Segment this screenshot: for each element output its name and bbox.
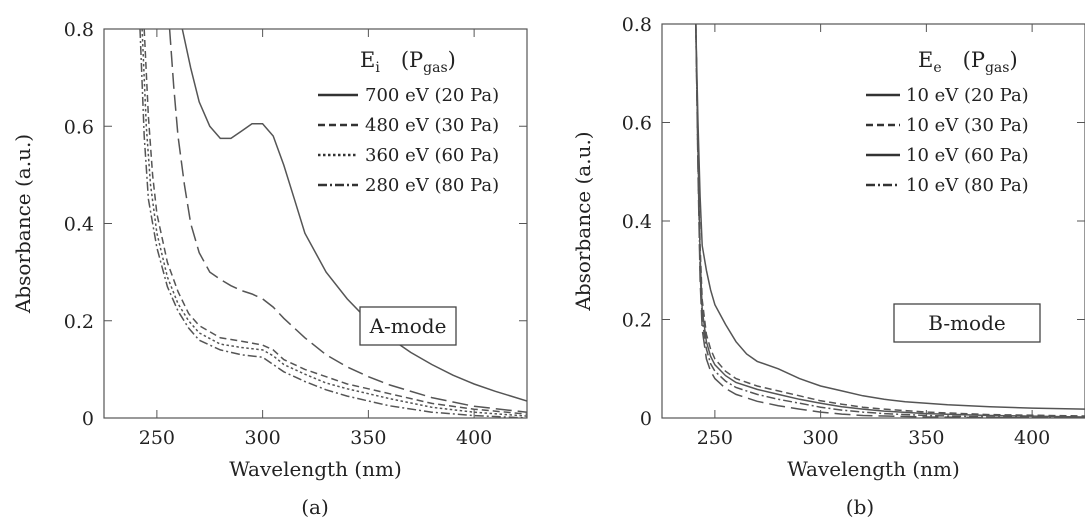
series-line-2 [696,24,1085,416]
y-tick-label: 0.6 [622,113,652,135]
y-axis-label: Absorbance (a.u.) [11,134,35,314]
legend-label: 10 eV (20 Pa) [906,85,1029,106]
legend-label: 10 eV (60 Pa) [906,145,1029,166]
legend-title-part: gas [985,60,1010,76]
legend-label: 10 eV (30 Pa) [906,115,1029,136]
legend-title-part: ) [1009,48,1017,72]
x-axis-label: Wavelength (nm) [787,457,960,481]
x-tick-label: 400 [456,427,492,449]
legend-label: 10 eV (80 Pa) [906,175,1029,196]
y-tick-label: 0.8 [64,19,94,41]
legend-title-part: (P [401,48,423,72]
legend-label: 480 eV (30 Pa) [365,115,499,136]
legend-title-part [942,53,963,77]
panel-a: 0 0.2 0.4 0.6 0.8 250 300 350 400 Wavelength (nm)… [11,19,527,519]
y-tick-label: 0 [640,408,652,430]
legend-label: 360 eV (60 Pa) [365,145,499,166]
x-tick-label: 300 [244,427,280,449]
legend-title-part: E [918,48,933,72]
legend-title: Ei (Pgas) [360,48,456,77]
y-tick-label: 0 [82,408,94,430]
x-tick-label: 350 [350,427,386,449]
series-group [696,24,1085,418]
y-tick-label: 0.2 [622,310,652,332]
panel-caption: (b) [846,495,874,519]
y-axis-label: Absorbance (a.u.) [571,131,595,311]
mode-label: B-mode [928,311,1005,335]
legend-title: Ee (Pgas) [918,48,1018,77]
panel-b: 0 0.2 0.4 0.6 0.8 250 300 350 400 Wavelength (nm)… [571,14,1085,519]
legend-title-part [380,53,401,77]
legend-title-part: e [933,60,941,76]
legend-label: 700 eV (20 Pa) [365,85,499,106]
x-tick-label: 350 [908,427,944,449]
plot-frame [662,24,1085,418]
legend-title-part: gas [423,60,448,76]
mode-label: A-mode [369,314,447,338]
x-tick-label: 400 [1014,427,1050,449]
y-tick-label: 0.4 [622,211,652,233]
y-tick-label: 0.4 [64,214,94,236]
series-line-3 [696,24,1085,417]
legend-label: 280 eV (80 Pa) [365,175,499,196]
y-tick-label: 0.6 [64,116,94,138]
x-tick-label: 250 [139,427,175,449]
x-axis-label: Wavelength (nm) [229,457,402,481]
y-tick-label: 0.8 [622,14,652,36]
x-tick-label: 250 [697,427,733,449]
panel-caption: (a) [301,495,329,519]
legend-title-part: (P [963,48,985,72]
x-tick-label: 300 [802,427,838,449]
series-line-1 [696,24,1085,409]
y-tick-label: 0.2 [64,311,94,333]
legend-title-part: E [360,48,375,72]
legend-title-part: ) [448,48,456,72]
